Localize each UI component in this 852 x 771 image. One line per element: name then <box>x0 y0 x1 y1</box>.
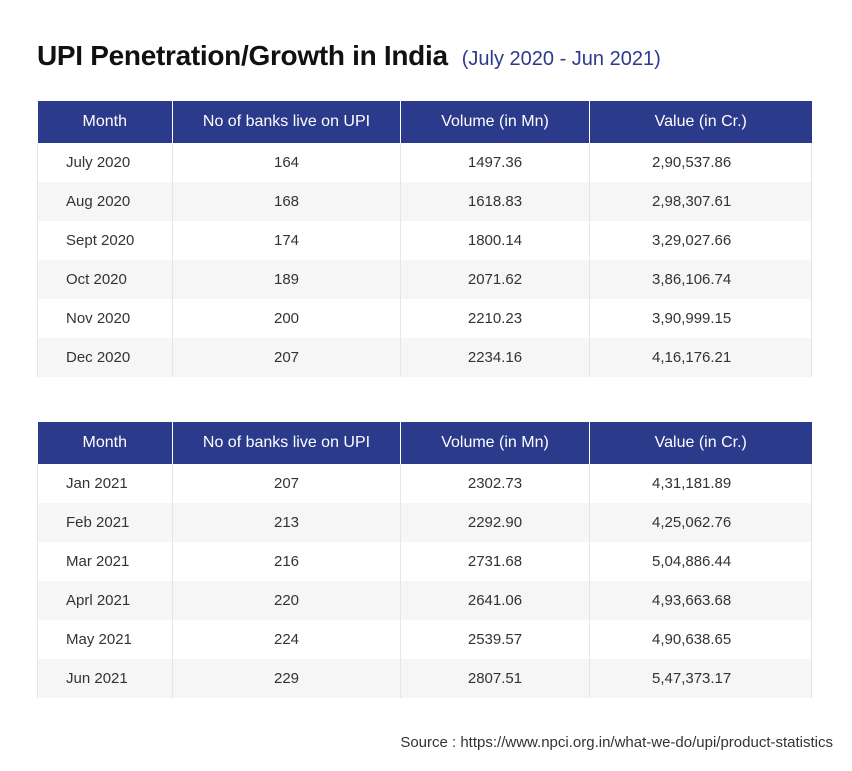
cell-value: 5,47,373.17 <box>589 659 812 698</box>
cell-volume: 2210.23 <box>400 299 590 338</box>
cell-month: Jun 2021 <box>37 659 173 698</box>
cell-volume: 2302.73 <box>400 464 590 503</box>
cell-month: Aprl 2021 <box>37 581 173 620</box>
cell-value: 4,31,181.89 <box>589 464 812 503</box>
col-header-month: Month <box>37 422 173 464</box>
source-note: Source : https://www.npci.org.in/what-we… <box>400 734 833 751</box>
table-row: Jun 2021 229 2807.51 5,47,373.17 <box>37 659 812 698</box>
table-row: Sept 2020 174 1800.14 3,29,027.66 <box>37 221 812 260</box>
cell-volume: 2731.68 <box>400 542 590 581</box>
cell-banks: 213 <box>172 503 401 542</box>
table-row: Feb 2021 213 2292.90 4,25,062.76 <box>37 503 812 542</box>
col-header-banks: No of banks live on UPI <box>172 422 401 464</box>
page-title: UPI Penetration/Growth in India <box>37 40 448 71</box>
cell-volume: 2234.16 <box>400 338 590 377</box>
cell-banks: 164 <box>172 143 401 182</box>
cell-banks: 220 <box>172 581 401 620</box>
cell-month: Oct 2020 <box>37 260 173 299</box>
cell-banks: 224 <box>172 620 401 659</box>
cell-volume: 2807.51 <box>400 659 590 698</box>
cell-banks: 207 <box>172 338 401 377</box>
cell-volume: 2071.62 <box>400 260 590 299</box>
table-row: Oct 2020 189 2071.62 3,86,106.74 <box>37 260 812 299</box>
cell-value: 3,86,106.74 <box>589 260 812 299</box>
table-row: Aug 2020 168 1618.83 2,98,307.61 <box>37 182 812 221</box>
cell-month: July 2020 <box>37 143 173 182</box>
cell-month: May 2021 <box>37 620 173 659</box>
col-header-value: Value (in Cr.) <box>589 422 812 464</box>
cell-banks: 200 <box>172 299 401 338</box>
cell-month: Aug 2020 <box>37 182 173 221</box>
cell-volume: 2292.90 <box>400 503 590 542</box>
col-header-volume: Volume (in Mn) <box>400 422 590 464</box>
cell-value: 2,90,537.86 <box>589 143 812 182</box>
cell-month: Feb 2021 <box>37 503 173 542</box>
cell-volume: 1800.14 <box>400 221 590 260</box>
cell-banks: 168 <box>172 182 401 221</box>
upi-table-2020: Month No of banks live on UPI Volume (in… <box>37 101 812 377</box>
table-header-row: Month No of banks live on UPI Volume (in… <box>37 422 812 464</box>
table-row: Dec 2020 207 2234.16 4,16,176.21 <box>37 338 812 377</box>
cell-value: 4,93,663.68 <box>589 581 812 620</box>
cell-value: 2,98,307.61 <box>589 182 812 221</box>
cell-volume: 1497.36 <box>400 143 590 182</box>
upi-table-2021: Month No of banks live on UPI Volume (in… <box>37 422 812 698</box>
col-header-banks: No of banks live on UPI <box>172 101 401 143</box>
cell-volume: 2641.06 <box>400 581 590 620</box>
table-row: Nov 2020 200 2210.23 3,90,999.15 <box>37 299 812 338</box>
page-subtitle: (July 2020 - Jun 2021) <box>461 48 661 70</box>
table-row: Mar 2021 216 2731.68 5,04,886.44 <box>37 542 812 581</box>
cell-banks: 174 <box>172 221 401 260</box>
cell-month: Dec 2020 <box>37 338 173 377</box>
cell-banks: 216 <box>172 542 401 581</box>
cell-volume: 1618.83 <box>400 182 590 221</box>
col-header-value: Value (in Cr.) <box>589 101 812 143</box>
cell-value: 4,90,638.65 <box>589 620 812 659</box>
table-row: Aprl 2021 220 2641.06 4,93,663.68 <box>37 581 812 620</box>
cell-month: Nov 2020 <box>37 299 173 338</box>
cell-banks: 207 <box>172 464 401 503</box>
cell-value: 3,90,999.15 <box>589 299 812 338</box>
title-row: UPI Penetration/Growth in India (July 20… <box>37 40 661 72</box>
cell-value: 4,16,176.21 <box>589 338 812 377</box>
table-row: May 2021 224 2539.57 4,90,638.65 <box>37 620 812 659</box>
cell-month: Mar 2021 <box>37 542 173 581</box>
col-header-month: Month <box>37 101 173 143</box>
table-row: July 2020 164 1497.36 2,90,537.86 <box>37 143 812 182</box>
cell-value: 4,25,062.76 <box>589 503 812 542</box>
cell-banks: 229 <box>172 659 401 698</box>
cell-banks: 189 <box>172 260 401 299</box>
table-row: Jan 2021 207 2302.73 4,31,181.89 <box>37 464 812 503</box>
cell-volume: 2539.57 <box>400 620 590 659</box>
cell-value: 5,04,886.44 <box>589 542 812 581</box>
cell-month: Jan 2021 <box>37 464 173 503</box>
cell-month: Sept 2020 <box>37 221 173 260</box>
col-header-volume: Volume (in Mn) <box>400 101 590 143</box>
cell-value: 3,29,027.66 <box>589 221 812 260</box>
table-header-row: Month No of banks live on UPI Volume (in… <box>37 101 812 143</box>
